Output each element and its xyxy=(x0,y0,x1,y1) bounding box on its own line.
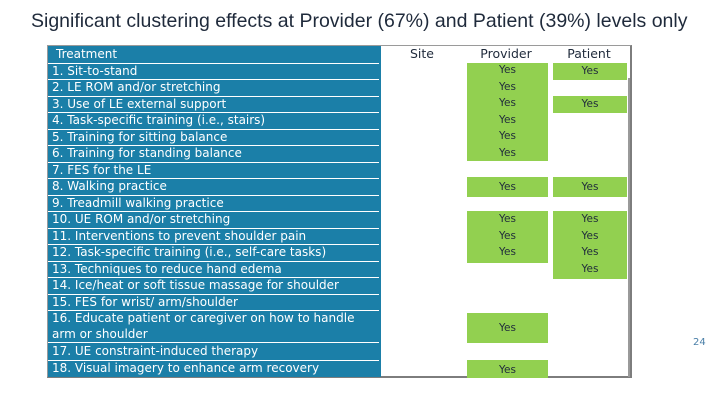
provider-cell: Yes xyxy=(499,130,516,142)
treatment-row: 15. FES for wrist/ arm/shoulder xyxy=(48,294,379,311)
provider-yes-block xyxy=(467,63,548,161)
treatment-row: 12. Task-specific training (i.e., self-c… xyxy=(48,244,379,262)
provider-header: Provider xyxy=(480,46,532,61)
provider-cell: Yes xyxy=(499,113,516,126)
treatment-row: 8. Walking practice xyxy=(48,178,379,196)
treatment-header: Treatment xyxy=(48,46,379,64)
treatment-row: 9. Treadmill walking practice xyxy=(48,195,379,212)
provider-cell: Yes xyxy=(467,313,548,343)
treatment-row: 3. Use of LE external support xyxy=(48,96,379,113)
provider-cell: Yes xyxy=(499,97,516,109)
patient-cell: Yes xyxy=(553,63,627,80)
treatment-row: 18. Visual imagery to enhance arm recove… xyxy=(52,360,320,375)
provider-cell: Yes xyxy=(499,246,516,258)
patient-cell: Yes xyxy=(581,246,599,258)
page-number: 24 xyxy=(693,337,706,348)
provider-cell: Yes xyxy=(499,146,516,159)
provider-yes-block xyxy=(467,211,548,263)
site-header: Site xyxy=(410,46,434,61)
provider-cell: Yes xyxy=(467,360,548,378)
provider-cell: Yes xyxy=(499,64,516,76)
provider-cell: Yes xyxy=(467,177,548,197)
patient-cell: Yes xyxy=(581,229,599,242)
patient-header: Patient xyxy=(567,46,611,61)
treatment-row: 14. Ice/heat or soft tissue massage for … xyxy=(48,277,379,295)
treatment-row: 17. UE constraint-induced therapy xyxy=(48,343,379,361)
table-right-border xyxy=(628,78,630,377)
treatment-row: 1. Sit-to-stand xyxy=(48,63,379,80)
treatment-row: 2. LE ROM and/or stretching xyxy=(48,79,379,97)
patient-cell: Yes xyxy=(581,213,599,225)
slide-title: Significant clustering effects at Provid… xyxy=(31,10,688,32)
treatment-row: 4. Task-specific training (i.e., stairs) xyxy=(48,112,379,130)
treatment-row: 5. Training for sitting balance xyxy=(48,129,379,146)
treatment-row: 11. Interventions to prevent shoulder pa… xyxy=(48,228,379,245)
patient-cell: Yes xyxy=(553,177,627,197)
treatment-row: 7. FES for the LE xyxy=(48,162,379,179)
provider-cell: Yes xyxy=(499,80,516,93)
patient-yes-block xyxy=(553,211,627,279)
patient-cell: Yes xyxy=(581,262,599,275)
provider-cell: Yes xyxy=(499,229,516,242)
treatment-row: 10. UE ROM and/or stretching xyxy=(48,211,379,229)
patient-cell: Yes xyxy=(553,96,627,113)
treatment-column: Treatment 1. Sit-to-stand 2. LE ROM and/… xyxy=(48,46,381,377)
treatment-row: 13. Techniques to reduce hand edema xyxy=(48,261,379,278)
provider-cell: Yes xyxy=(499,213,516,225)
treatment-row: 6. Training for standing balance xyxy=(48,145,379,163)
treatment-row: 16. Educate patient or caregiver on how … xyxy=(48,310,379,343)
